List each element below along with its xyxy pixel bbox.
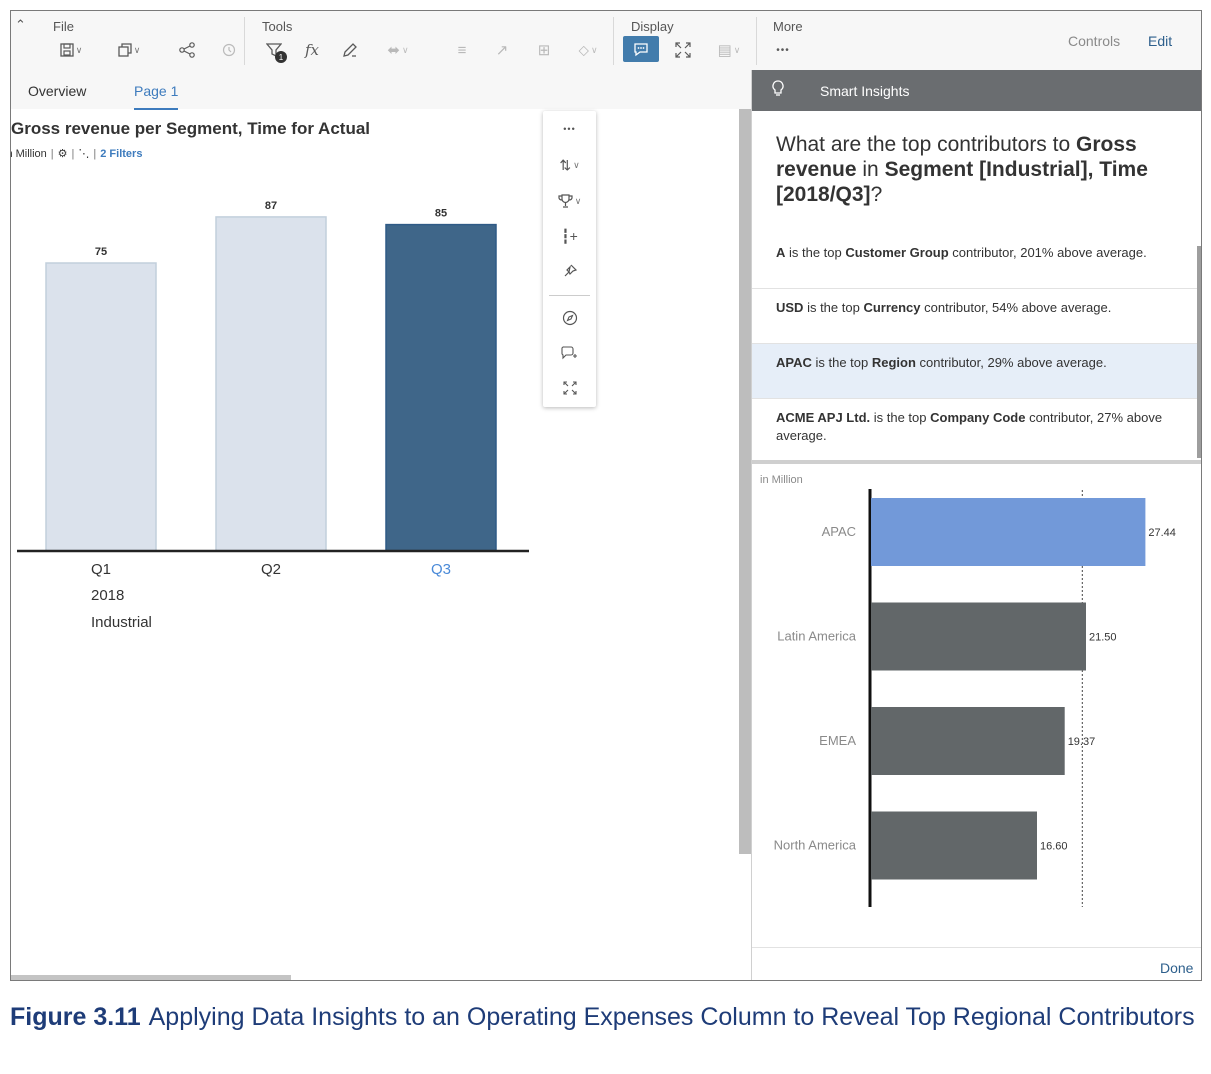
file-group-title: File [53, 19, 74, 34]
input-control-icon[interactable]: ⬦ ∨ [578, 41, 598, 59]
more-group: More ••• [773, 11, 853, 71]
more-actions-icon[interactable]: ••• [563, 124, 576, 134]
chart-title: Gross revenue per Segment, Time for Actu… [11, 119, 371, 138]
pin-icon[interactable] [543, 257, 596, 285]
data-label: 16.60 [1040, 841, 1068, 853]
explore-compass-icon[interactable] [543, 304, 596, 332]
tools-group-title: Tools [262, 19, 293, 34]
copy-icon[interactable]: ∨ [109, 39, 149, 61]
bar[interactable] [45, 262, 157, 552]
filter-icon[interactable]: 1 [260, 39, 288, 63]
align-icon[interactable]: ≡ [457, 41, 467, 59]
formula-icon[interactable]: fx [304, 41, 319, 59]
x-axis-year-label: 2018 [91, 587, 125, 604]
x-tick-label: Q3 [431, 561, 451, 578]
edit-button[interactable]: Edit [1148, 33, 1173, 49]
region-chart-unit: in Million [760, 474, 803, 486]
insight-question: What are the top contributors to Gross r… [776, 133, 1148, 206]
category-label: APAC [822, 524, 856, 539]
chart-context-menu: ••• ⇅ ∨ ∨ ┇+ [543, 111, 596, 407]
conditional-format-icon[interactable]: ⊞ [537, 42, 551, 59]
insights-scrollbar[interactable] [1197, 246, 1201, 458]
figure-caption: Figure 3.11 Applying Data Insights to an … [10, 1000, 1200, 1034]
page-tabs: Overview Page 1 [11, 71, 751, 110]
history-icon[interactable] [215, 39, 243, 61]
smart-insights-panel: Smart Insights What are the top contribu… [751, 70, 1201, 980]
controls-button[interactable]: Controls [1068, 33, 1121, 49]
save-icon[interactable]: ∨ [51, 39, 91, 61]
add-comment-icon[interactable] [543, 339, 596, 367]
edit-pencil-icon[interactable] [336, 39, 364, 61]
data-label: 87 [265, 200, 277, 212]
add-measure-icon[interactable]: ┇+ [561, 227, 578, 244]
figure-caption-text: Applying Data Insights to an Operating E… [148, 1003, 1195, 1031]
insight-item-selected[interactable]: APAC is the top Region contributor, 29% … [752, 344, 1198, 399]
insights-footer [752, 947, 1201, 948]
ranking-trophy-icon[interactable]: ∨ [543, 187, 596, 215]
bookmark-icon[interactable]: ▤ ∨ [717, 42, 741, 59]
bar[interactable] [871, 707, 1065, 775]
app-window: ⌃ File ∨ ∨ Tools 1 fx [10, 10, 1202, 981]
category-label: Latin America [777, 629, 857, 644]
version-icon[interactable]: ⚙ [57, 148, 68, 160]
insights-title: Smart Insights [820, 83, 910, 99]
data-label: 27.44 [1148, 527, 1176, 539]
revenue-bar-chart: 75 Q1 87 Q2 85 Q3 [17, 200, 529, 578]
x-tick-label: Q1 [91, 561, 111, 578]
more-icon[interactable]: ••• [776, 44, 790, 56]
figure-label: Figure 3.11 [10, 1003, 141, 1031]
data-label: 75 [95, 246, 107, 258]
file-group: File ∨ ∨ [53, 11, 253, 71]
swap-icon[interactable]: ⬌ ∨ [387, 42, 409, 59]
data-label: 85 [435, 208, 447, 220]
insight-item[interactable]: A is the top Customer Group contributor,… [752, 234, 1198, 289]
data-label: 21.50 [1089, 632, 1117, 644]
bar[interactable] [215, 216, 327, 552]
data-label: 19.37 [1068, 736, 1096, 748]
display-group: Display ▤ ∨ [623, 11, 761, 71]
horizontal-scrollbar[interactable] [11, 975, 291, 980]
chart-subtitle: in Million | ⚙ | ⋱ | 2 Filters [11, 147, 143, 161]
insights-divider [752, 460, 1201, 464]
vertical-scrollbar[interactable] [739, 109, 751, 854]
tab-overview[interactable]: Overview [28, 83, 87, 99]
share-icon[interactable] [173, 39, 201, 61]
expand-icon[interactable] [543, 374, 596, 402]
done-button[interactable]: Done [1160, 960, 1194, 976]
bar[interactable] [385, 223, 497, 552]
sort-icon[interactable]: ⇅ ∨ [559, 156, 580, 173]
filters-link[interactable]: 2 Filters [100, 147, 143, 160]
more-group-title: More [773, 19, 803, 34]
bar[interactable] [871, 811, 1037, 880]
bar[interactable] [871, 602, 1086, 671]
insight-item[interactable]: USD is the top Currency contributor, 54%… [752, 289, 1198, 344]
link-arrow-icon[interactable]: ↗ [495, 42, 509, 59]
insight-list: A is the top Customer Group contributor,… [752, 234, 1198, 451]
collapse-toolbar-icon[interactable]: ⌃ [15, 17, 26, 32]
fullscreen-icon[interactable] [669, 39, 697, 61]
filter-count-badge: 1 [275, 51, 287, 63]
category-label: North America [774, 838, 857, 853]
chart-unit: in Million [11, 147, 47, 160]
display-group-title: Display [631, 19, 674, 34]
toolbar: ⌃ File ∨ ∨ Tools 1 fx [11, 11, 1201, 71]
x-tick-label: Q2 [261, 561, 281, 578]
comment-icon[interactable] [623, 36, 659, 62]
hierarchy-icon[interactable]: ⋱ [78, 148, 90, 160]
x-axis-segment-label: Industrial [91, 614, 152, 631]
insight-item[interactable]: ACME APJ Ltd. is the top Company Code co… [776, 410, 1163, 443]
insights-header: Smart Insights [752, 70, 1201, 111]
lightbulb-icon [772, 80, 784, 103]
tab-page-1[interactable]: Page 1 [134, 83, 179, 110]
category-label: EMEA [819, 733, 856, 748]
bar[interactable] [871, 498, 1146, 566]
tools-group: Tools 1 fx ⬌ ∨ ≡ ↗ ⊞ ⬦ ∨ [262, 11, 622, 71]
